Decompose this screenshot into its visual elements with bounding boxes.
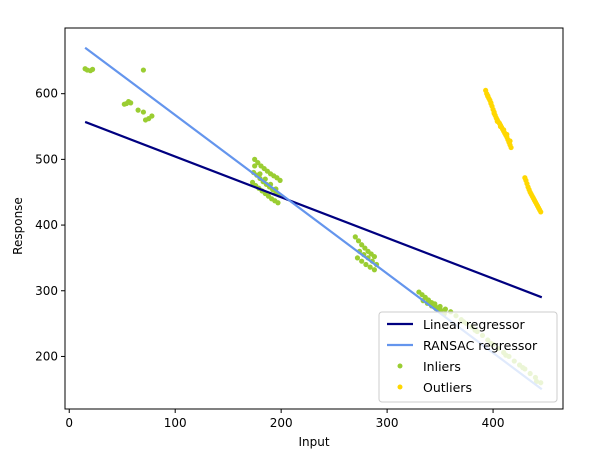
series-outliers: [483, 87, 544, 215]
inlier-point: [135, 107, 141, 113]
inlier-point: [362, 245, 368, 251]
inlier-point: [371, 267, 377, 273]
y-axis-label: Response: [11, 197, 25, 255]
legend-ransac-label: RANSAC regressor: [423, 338, 538, 353]
inlier-point: [275, 200, 281, 206]
outlier-point: [488, 100, 494, 107]
inlier-point: [359, 258, 365, 264]
y-tick-label: 300: [35, 284, 58, 298]
outlier-point: [491, 110, 497, 116]
inlier-point: [140, 109, 147, 115]
x-tick-label: 300: [376, 416, 399, 430]
inlier-point: [363, 261, 369, 268]
legend-inliers-label: Inliers: [423, 359, 461, 374]
outlier-point: [485, 93, 491, 99]
y-tick-label: 400: [35, 218, 58, 232]
x-tick-label: 400: [482, 416, 505, 430]
outlier-point: [508, 144, 514, 151]
y-tick-label: 200: [35, 349, 58, 363]
x-tick-label: 0: [65, 416, 73, 430]
legend-linear-label: Linear regressor: [423, 317, 526, 332]
legend-box: [378, 311, 558, 403]
x-tick-label: 200: [270, 416, 293, 430]
inlier-point: [249, 179, 256, 185]
y-tick-label: 600: [35, 87, 58, 101]
outlier-point: [497, 123, 504, 130]
x-tick-label: 100: [164, 416, 187, 430]
inlier-point: [89, 66, 96, 72]
legend: Linear regressor RANSAC regressor Inlier…: [378, 311, 558, 403]
inlier-point: [432, 301, 438, 307]
inlier-point: [277, 177, 283, 183]
inlier-point: [128, 100, 134, 106]
linear-regressor-line: [84, 120, 543, 299]
legend-outliers-label: Outliers: [423, 380, 472, 395]
inlier-point: [252, 156, 258, 162]
inlier-point: [352, 234, 358, 240]
x-axis-label: Input: [298, 435, 329, 449]
inlier-point: [255, 160, 261, 166]
outlier-point: [538, 209, 544, 215]
axes-frame: [64, 27, 564, 410]
inlier-point: [359, 242, 365, 248]
outlier-point: [501, 127, 507, 133]
outlier-point: [507, 138, 513, 144]
inlier-point: [252, 163, 258, 169]
legend-inliers-swatch: [397, 363, 403, 369]
inlier-point: [354, 255, 361, 261]
outlier-point: [504, 131, 510, 138]
y-tick-label: 500: [35, 152, 58, 166]
inlier-point: [149, 113, 155, 119]
inlier-point: [355, 238, 362, 244]
inlier-point: [140, 67, 147, 73]
axes: 0 100 200 300 400 200 300 400 500 600: [35, 27, 564, 430]
inlier-point: [257, 171, 263, 177]
inlier-point: [371, 254, 377, 260]
inlier-point: [442, 306, 448, 312]
inlier-point: [367, 264, 373, 270]
inlier-point: [437, 303, 443, 310]
outlier-point: [494, 118, 500, 124]
legend-outliers-swatch: [397, 384, 403, 390]
